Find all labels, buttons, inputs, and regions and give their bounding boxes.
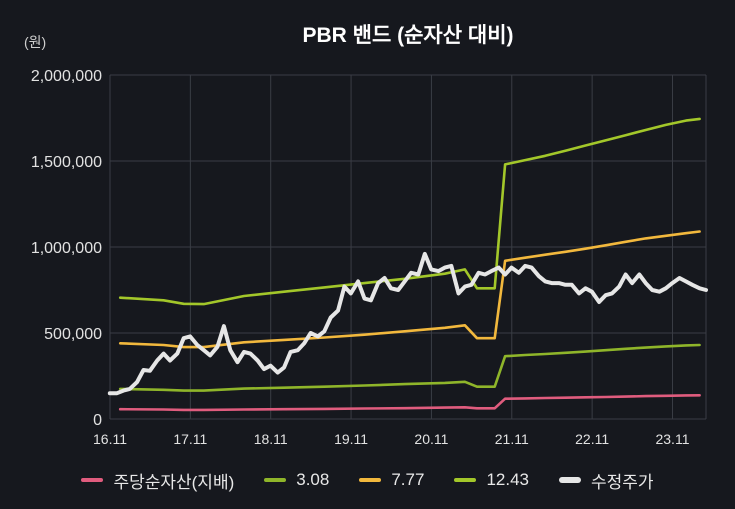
y-axis-ticks: 0 500,000 1,000,000 1,500,000 2,000,000	[31, 68, 102, 429]
legend-item-4[interactable]: 수정주가	[558, 468, 654, 493]
y-unit-label: (원)	[24, 34, 46, 50]
x-tick-label: 16.11	[93, 431, 127, 447]
legend-item-2[interactable]: 7.77	[359, 470, 424, 490]
series-line-0	[118, 393, 701, 412]
legend-label: 7.77	[391, 470, 425, 489]
legend: 주당순자산(지배) 3.08 7.77 12.43 수정주가	[0, 466, 735, 494]
legend-swatch	[264, 478, 287, 482]
legend-label: 12.43	[486, 470, 529, 489]
legend-item-0[interactable]: 주당순자산(지배)	[81, 468, 234, 493]
chart-title: PBR 밴드 (순자산 대비)	[302, 24, 513, 47]
x-tick-label: 20.11	[414, 431, 448, 447]
series-line-3	[118, 117, 701, 306]
legend-swatch	[81, 478, 104, 482]
legend-swatch	[359, 478, 382, 482]
x-tick-label: 18.11	[254, 431, 288, 447]
y-tick-label: 1,000,000	[31, 240, 102, 257]
y-tick-label: 0	[93, 412, 102, 429]
pbr-band-chart: PBR 밴드 (순자산 대비) (원) 0 500,000 1,000,000 1,5…	[24, 24, 708, 447]
y-tick-label: 2,000,000	[31, 68, 102, 85]
plot-area	[107, 117, 708, 412]
y-tick-label: 1,500,000	[31, 154, 102, 171]
series-line-1	[118, 343, 701, 392]
legend-label: 수정주가	[590, 472, 654, 492]
x-tick-label: 21.11	[495, 431, 529, 447]
legend-label: 주당순자산(지배)	[113, 472, 235, 492]
series-line-2	[118, 230, 701, 349]
grid-lines	[109, 74, 707, 420]
x-tick-label: 23.11	[655, 431, 689, 447]
legend-label: 3.08	[296, 470, 330, 489]
x-tick-label: 22.11	[575, 431, 609, 447]
x-axis-ticks: 16.11 17.11 18.11 19.11 20.11 21.11 22.11 23.11	[93, 431, 690, 447]
series-line-4	[107, 251, 708, 396]
legend-item-1[interactable]: 3.08	[264, 470, 329, 490]
legend-item-3[interactable]: 12.43	[454, 470, 529, 490]
x-tick-label: 19.11	[334, 431, 368, 447]
x-tick-label: 17.11	[173, 431, 207, 447]
legend-swatch	[558, 477, 581, 483]
y-tick-label: 500,000	[44, 326, 102, 343]
legend-swatch	[454, 478, 477, 482]
